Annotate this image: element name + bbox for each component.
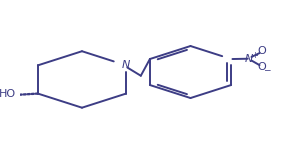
- Text: +: +: [251, 51, 257, 60]
- Text: HO: HO: [0, 89, 16, 99]
- Text: N: N: [122, 60, 130, 70]
- Text: N: N: [245, 54, 253, 64]
- Text: −: −: [263, 65, 271, 74]
- Text: O: O: [258, 46, 266, 56]
- Text: O: O: [258, 63, 266, 72]
